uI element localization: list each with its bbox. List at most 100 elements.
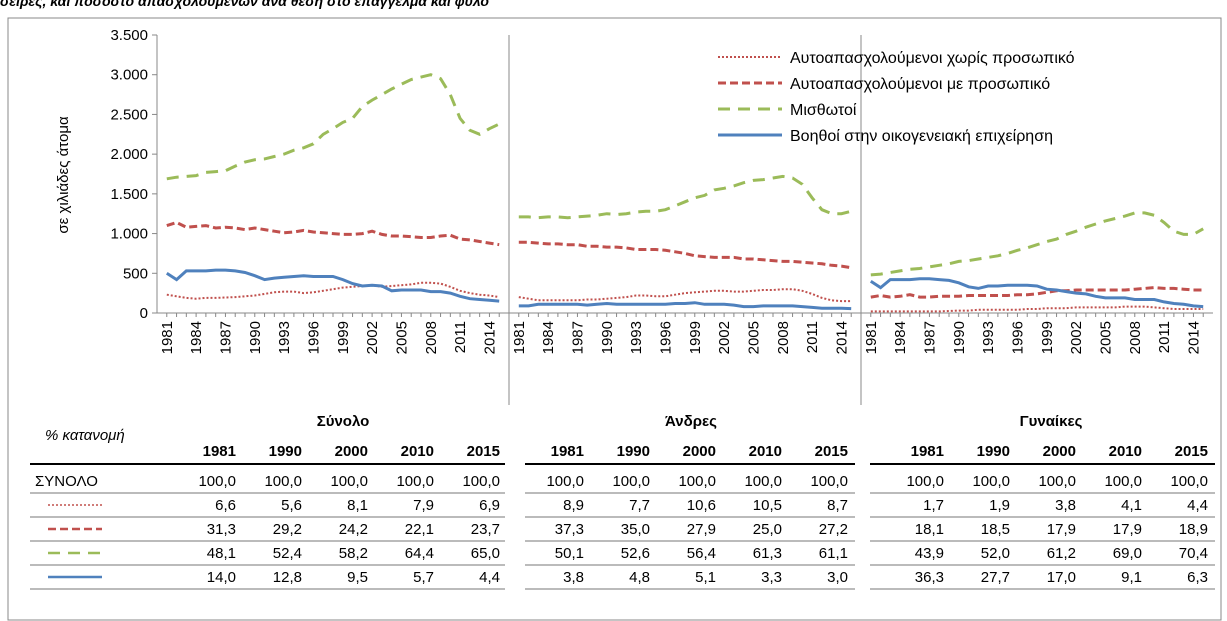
table-cell: 100,0 — [744, 473, 782, 490]
table-year-header: 2010 — [1109, 443, 1142, 460]
table-cell: 14,0 — [207, 569, 236, 586]
series-line — [166, 281, 500, 300]
x-tick-label: 2002 — [1068, 321, 1085, 354]
table-cell: 9,5 — [347, 569, 368, 586]
table-cell: 31,3 — [207, 521, 236, 538]
table-cell: 3,0 — [827, 569, 848, 586]
table-year-header: 2000 — [335, 443, 368, 460]
table-group-title: Άνδρες — [665, 413, 717, 430]
x-tick-label: 2002 — [716, 321, 733, 354]
x-tick-label: 1999 — [335, 321, 352, 354]
table-year-header: 2015 — [467, 443, 500, 460]
table-cell: 100,0 — [906, 473, 944, 490]
table-cell: 61,1 — [819, 545, 848, 562]
table-year-header: 1981 — [203, 443, 236, 460]
x-tick-label: 1990 — [951, 321, 968, 354]
table-cell: 22,1 — [405, 521, 434, 538]
legend-label: Αυτοαπασχολούμενοι με προσωπικό — [790, 76, 1050, 93]
table-cell: 58,2 — [339, 545, 368, 562]
x-tick-label: 2008 — [1127, 321, 1144, 354]
table-year-header: 2000 — [1043, 443, 1076, 460]
x-tick-label: 1999 — [687, 321, 704, 354]
table-cell: 4,1 — [1121, 497, 1142, 514]
legend-label: Βοηθοί στην οικογενειακή επιχείρηση — [790, 128, 1053, 145]
series-line — [518, 301, 852, 311]
table-cell: 4,4 — [1187, 497, 1208, 514]
x-tick-label: 2014 — [481, 321, 498, 354]
table-cell: 3,8 — [1055, 497, 1076, 514]
table-year-header: 2000 — [683, 443, 716, 460]
table-cell: 52,6 — [621, 545, 650, 562]
chart-frame — [7, 17, 1222, 621]
table-group-title: Γυναίκες — [1020, 413, 1083, 430]
x-tick-label: 1981 — [863, 321, 880, 354]
table-year-header: 2015 — [1175, 443, 1208, 460]
table-cell: 1,9 — [989, 497, 1010, 514]
table-cell: 100,0 — [330, 473, 368, 490]
series-line — [518, 240, 852, 270]
table-cell: 70,4 — [1179, 545, 1208, 562]
table-cell: 17,9 — [1047, 521, 1076, 538]
x-tick-label: 1981 — [511, 321, 528, 354]
x-tick-label: 1987 — [217, 321, 234, 354]
series-line — [166, 220, 500, 247]
x-tick-label: 2011 — [804, 321, 821, 353]
x-tick-label: 1996 — [305, 321, 322, 354]
y-axis-label: σε χιλιάδες άτομα — [55, 116, 72, 234]
table-cell: 52,4 — [273, 545, 302, 562]
table-cell: 3,8 — [563, 569, 584, 586]
y-tick-label: 2.500 — [110, 106, 148, 123]
table-cell: 5,6 — [281, 497, 302, 514]
x-tick-label: 1981 — [159, 321, 176, 354]
table-year-header: 1981 — [911, 443, 944, 460]
x-tick-label: 1996 — [657, 321, 674, 354]
x-tick-label: 2011 — [452, 321, 469, 353]
y-tick-label: 500 — [123, 265, 148, 282]
table-cell: 6,3 — [1187, 569, 1208, 586]
x-tick-label: 1984 — [892, 321, 909, 354]
table-cell: 18,1 — [915, 521, 944, 538]
table-cell: 25,0 — [753, 521, 782, 538]
table-cell: 100,0 — [678, 473, 716, 490]
series-line — [518, 174, 852, 220]
table-group-title: Σύνολο — [317, 413, 370, 430]
legend-label: Αυτοαπασχολούμενοι χωρίς προσωπικό — [790, 50, 1075, 67]
x-tick-label: 2008 — [775, 321, 792, 354]
chart-title: σειρές, και ποσοστό απασχολούμενων ανά θ… — [0, 0, 489, 9]
table-cell: 27,9 — [687, 521, 716, 538]
x-tick-label: 1987 — [569, 321, 586, 354]
table-cell: 5,7 — [413, 569, 434, 586]
table-cell: 100,0 — [546, 473, 584, 490]
table-cell: 61,2 — [1047, 545, 1076, 562]
x-tick-label: 1990 — [599, 321, 616, 354]
table-cell: 64,4 — [405, 545, 434, 562]
table-cell: 37,3 — [555, 521, 584, 538]
table-cell: 69,0 — [1113, 545, 1142, 562]
x-tick-label: 2005 — [745, 321, 762, 354]
series-line — [869, 277, 1204, 309]
x-tick-label: 1999 — [1039, 321, 1056, 354]
x-tick-label: 2008 — [423, 321, 440, 354]
table-cell: 100,0 — [1104, 473, 1142, 490]
table-cell: 1,7 — [923, 497, 944, 514]
table-cell: 27,7 — [981, 569, 1010, 586]
y-tick-label: 0 — [140, 305, 148, 322]
table-year-header: 1990 — [269, 443, 302, 460]
x-tick-label: 2005 — [393, 321, 410, 354]
x-tick-label: 1993 — [980, 321, 997, 354]
table-header-label: % κατανομή — [45, 427, 125, 444]
y-tick-label: 2.000 — [110, 146, 148, 163]
table-cell: 8,7 — [827, 497, 848, 514]
x-tick-label: 2014 — [1185, 321, 1202, 354]
table-cell: 100,0 — [396, 473, 434, 490]
table-cell: 56,4 — [687, 545, 716, 562]
series-line — [166, 73, 500, 181]
table-cell: 3,3 — [761, 569, 782, 586]
table-year-header: 2010 — [401, 443, 434, 460]
table-cell: 29,2 — [273, 521, 302, 538]
table-cell: 7,7 — [629, 497, 650, 514]
table-cell: 17,9 — [1113, 521, 1142, 538]
table-cell: 10,5 — [753, 497, 782, 514]
table-cell: 4,8 — [629, 569, 650, 586]
